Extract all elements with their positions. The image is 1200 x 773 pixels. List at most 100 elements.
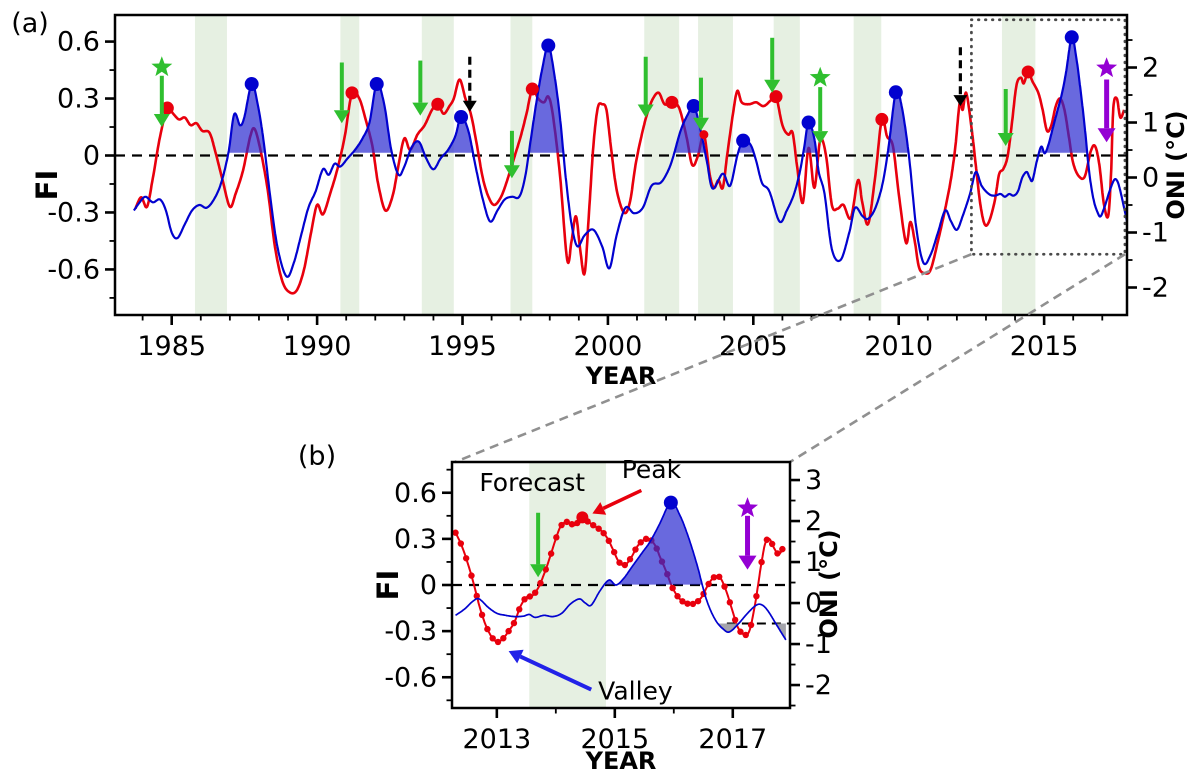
oni-tick-label: 3 (805, 465, 822, 496)
fi-marker-dot (674, 593, 681, 600)
fi-curve (134, 70, 1126, 295)
fi-marker-dot (753, 592, 760, 600)
oni-peak-dot (244, 77, 259, 92)
valley-annotation-arrow (519, 654, 593, 692)
fi-marker-dot (468, 572, 475, 579)
oni-tick-label: 2 (805, 506, 822, 537)
y-axis-fi: 0.6 0.3 0 -0.3 -0.6 FI (30, 27, 115, 299)
peak-annotation-arrow-head (592, 502, 607, 515)
latest-forecast-marker (737, 497, 758, 570)
el-nino-fill-region (617, 502, 703, 585)
fi-tick-label: -0.3 (47, 197, 100, 228)
fi-marker-dot (595, 525, 602, 532)
fi-tick-label: 0.6 (57, 27, 100, 58)
missed-forecast-arrow-head (462, 100, 477, 112)
fi-marker-dot (710, 574, 718, 581)
fi-marker-dot (621, 561, 629, 569)
forecast-star-icon (809, 66, 831, 87)
oni-tick-label: 2 (1142, 53, 1159, 84)
fi-marker-dot (679, 598, 686, 605)
fi-marker-dot (505, 627, 512, 635)
forecast-arrow-head (333, 110, 350, 124)
el-nino-fill-region (803, 122, 817, 153)
panel-a: 1985 1990 1995 2000 2005 2010 2015YEAR0.60.30-… (11, 8, 1190, 390)
fi-marker-dot (484, 625, 491, 633)
purple-arrow-head (1097, 128, 1116, 143)
fi-marker-dot (462, 555, 470, 562)
fi-marker-dot (558, 521, 565, 529)
zoom-region-box (970, 18, 1127, 256)
connector-line-right (789, 253, 1126, 464)
x-tick-label: 1985 (137, 331, 206, 362)
fi-marker-dot (721, 583, 728, 590)
plot-frame (113, 13, 1129, 317)
x-axis: 2013 2015 2017 YEAR (462, 708, 767, 773)
fi-marker-dot (478, 611, 486, 619)
connector-line-left (454, 253, 972, 464)
oni-tick-label: 1 (1142, 108, 1159, 139)
fi-marker-dot (763, 536, 771, 543)
fi-marker-dot (610, 548, 618, 556)
fi-marker-dot (526, 593, 534, 600)
fi-marker-dot (669, 584, 676, 592)
x-tick-label: 2015 (580, 724, 649, 755)
fi-marker-dot (553, 534, 560, 541)
peak-annotation: Peak (622, 455, 682, 484)
fi-tick-label: -0.6 (47, 254, 100, 285)
peak-markers (160, 30, 1079, 148)
fi-marker-dot (689, 600, 697, 608)
y-axis-oni: 3 2 1 0 -1 -2 ONI (°C) (790, 465, 843, 707)
el-nino-fill-region (887, 90, 909, 153)
forecast-arrow-head (412, 102, 429, 116)
la-nina-fill-region (717, 623, 739, 633)
fi-marker-dot (705, 580, 712, 588)
forecast-band (773, 15, 800, 315)
forecast-arrows (151, 37, 1014, 179)
oni-peak-dot (369, 77, 384, 92)
fi-marker-dot (542, 566, 549, 573)
fi-curve-markers (452, 514, 786, 646)
oni-peak-dot (801, 115, 816, 130)
oni-peak-dot (888, 85, 903, 100)
x-tick-label: 1990 (283, 331, 352, 362)
fi-peak-dot (160, 101, 174, 115)
fi-axis-title: FI (30, 170, 64, 201)
oni-axis-title: ONI (°C) (1162, 110, 1190, 219)
fi-tick-label: 0 (83, 141, 100, 172)
oni-tick-label: -1 (805, 629, 832, 660)
el-nino-fill-region (604, 580, 615, 585)
forecast-star-icon (151, 56, 173, 77)
oni-tick-label: 1 (805, 547, 822, 578)
oni-peak-dot (1064, 30, 1079, 45)
purple-star-icon (1096, 57, 1118, 78)
x-tick-label: 2013 (462, 724, 531, 755)
oni-peak-dot (686, 99, 701, 114)
fi-marker-dot (563, 518, 571, 526)
panel-letter: (b) (298, 441, 336, 472)
forecast-arrow-head (637, 104, 654, 118)
forecast-arrow-head (764, 79, 781, 93)
valley-annotation: Valley (598, 677, 673, 706)
zoom-connectors (454, 253, 1126, 464)
fi-peak-dot (345, 86, 359, 100)
fi-tick-label: 0.3 (57, 84, 100, 115)
fi-marker-dot (684, 600, 691, 607)
fi-tick-label: -0.3 (384, 616, 437, 647)
fi-axis-title: FI (371, 570, 405, 601)
oni-curve (132, 35, 1129, 278)
fi-marker-dot (516, 606, 523, 613)
fi-marker-dot (742, 631, 749, 639)
y-axis-oni: 2 1 0 -1 -2 ONI (°C) (1127, 39, 1190, 304)
fi-marker-dot (737, 628, 744, 635)
purple-arrow-head (738, 555, 757, 570)
fi-marker-dot (605, 537, 613, 545)
fi-tick-label: 0.6 (394, 478, 437, 509)
fi-marker-dot (632, 546, 639, 553)
x-tick-label: 2005 (719, 331, 788, 362)
el-nino-fill-region (528, 45, 564, 153)
fi-peak-dot (525, 82, 539, 96)
